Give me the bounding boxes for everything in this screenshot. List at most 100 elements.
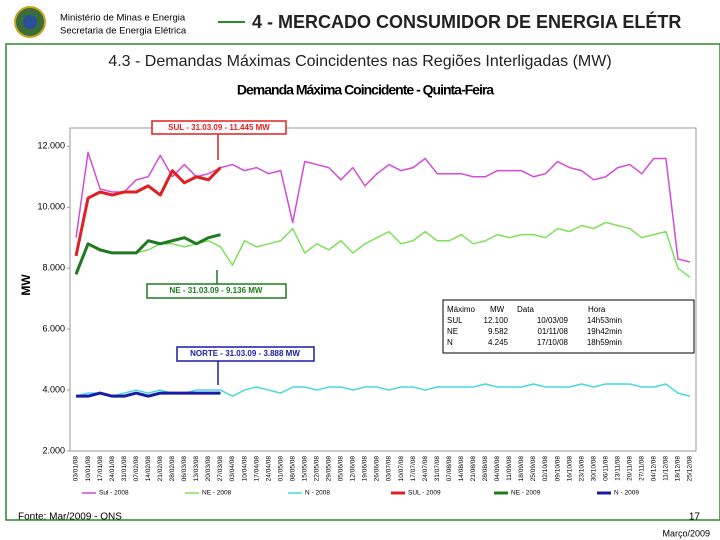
legend-label: NE - 2008 [202,490,232,497]
source: Fonte: Mar/2009 - ONS [18,512,122,523]
x-tick-label: 24/01/08 [109,456,116,482]
table-cell: 12.100 [484,316,509,325]
table-cell: 14h53min [587,316,622,325]
section-title: 4 - MERCADO CONSUMIDOR DE ENERGIA ELÉTR [252,11,681,32]
x-tick-label: 14/02/08 [145,456,152,482]
series-line [75,151,691,263]
x-tick-label: 06/03/08 [181,456,188,482]
x-tick-label: 29/05/08 [326,456,333,482]
legend-label: N - 2009 [614,490,639,497]
x-tick-label: 07/08/08 [446,456,453,482]
x-tick-label: 02/10/08 [542,456,549,482]
x-tick-label: 17/07/08 [410,456,417,482]
max-table [442,299,695,354]
table-cell: 19h42min [587,327,622,336]
x-tick-label: 20/03/08 [205,456,212,482]
series-line [74,166,222,257]
y-tick-label: 2.000 [42,445,65,455]
legend-label: N - 2008 [305,490,330,497]
annotation-box [151,120,287,135]
x-tick-label: 23/10/08 [578,456,585,482]
page-number: 17 [689,512,701,523]
x-tick-label: 03/04/08 [229,456,236,482]
x-tick-label: 24/07/08 [422,456,429,482]
frame [5,43,720,521]
annotation: SUL - 31.03.09 - 11.445 MW [168,123,270,132]
series-line [76,391,221,398]
x-tick-label: 25/09/08 [530,456,537,482]
x-tick-label: 31/01/08 [121,456,128,482]
table-cell: SUL [447,316,463,325]
x-tick-label: 12/06/08 [350,456,357,482]
x-tick-label: 04/09/08 [494,456,501,482]
table-cell: 4.245 [488,338,509,347]
x-tick-label: 17/01/08 [97,456,104,482]
annotation: NE - 31.03.09 - 9.136 MW [170,286,263,295]
x-tick-label: 27/03/08 [217,456,224,482]
legend-label: SUL - 2009 [408,490,441,497]
x-tick-label: 10/04/08 [241,456,248,482]
x-tick-label: 26/06/08 [374,456,381,482]
chart-title: Demanda Máxima Coincidente - Quinta-Feir… [237,82,494,98]
table-cell: 01/11/08 [537,327,568,336]
x-tick-label: 27/11/08 [639,456,646,481]
legend-label: NE - 2009 [511,490,541,497]
y-tick-label: 12.000 [37,141,65,151]
table-header: MW [490,305,505,314]
table-cell: 18h59min [587,338,622,347]
annotation-box [176,346,315,362]
x-tick-label: 13/11/08 [614,456,621,481]
ministry: Ministério de Minas e Energia [60,13,186,24]
legend-label: Sul - 2008 [99,490,129,497]
x-tick-label: 10/07/08 [398,456,405,482]
x-tick-label: 03/07/08 [386,456,393,482]
x-tick-label: 21/08/08 [470,456,477,482]
x-tick-label: 15/05/08 [301,456,308,482]
x-tick-label: 04/12/08 [651,456,658,482]
x-tick-label: 28/02/08 [169,456,176,482]
x-tick-label: 18/09/08 [518,456,525,482]
x-tick-label: 25/12/08 [687,456,694,482]
table-cell: 17/10/08 [537,338,569,347]
x-tick-label: 13/03/08 [193,456,200,482]
series-line [75,221,691,278]
x-tick-label: 30/10/08 [590,456,597,482]
y-tick-label: 6.000 [42,323,65,333]
x-tick-label: 03/01/08 [73,456,80,482]
x-tick-label: 31/07/08 [434,456,441,482]
x-tick-label: 24/04/08 [265,456,272,482]
x-tick-label: 11/12/08 [663,456,670,481]
series-line [74,233,221,275]
table-cell: N [447,338,453,347]
x-tick-label: 01/05/08 [277,456,284,482]
y-tick-label: 8.000 [42,263,65,273]
x-tick-label: 05/06/08 [338,456,345,482]
x-tick-label: 19/06/08 [362,456,369,482]
x-tick-label: 21/02/08 [157,456,164,482]
logo-center [23,15,37,29]
x-tick-label: 10/01/08 [85,456,92,482]
annotation: NORTE - 31.03.09 - 3.888 MW [190,349,300,358]
table-cell: NE [447,327,458,336]
table-cell: 9.582 [488,327,509,336]
y-axis-label: MW [19,274,33,296]
table-header: Data [517,305,534,314]
x-tick-label: 16/10/08 [566,456,573,482]
secretariat: Secretaria de Energia Elétrica [60,26,187,37]
y-tick-label: 10.000 [37,202,65,212]
subtitle: 4.3 - Demandas Máximas Coincidentes nas … [108,53,611,70]
x-tick-label: 20/11/08 [627,456,634,481]
x-tick-label: 22/05/08 [314,456,321,482]
x-tick-label: 17/04/08 [253,456,260,482]
x-tick-label: 07/02/08 [133,456,140,482]
x-tick-label: 06/11/08 [602,456,609,481]
x-tick-label: 28/08/08 [482,456,489,482]
table-cell: 10/03/09 [537,316,569,325]
plot-area [69,127,697,452]
x-tick-label: 09/10/08 [554,456,561,482]
x-tick-label: 18/12/08 [675,456,682,482]
date: Março/2009 [662,528,710,538]
x-tick-label: 08/05/08 [289,456,296,482]
